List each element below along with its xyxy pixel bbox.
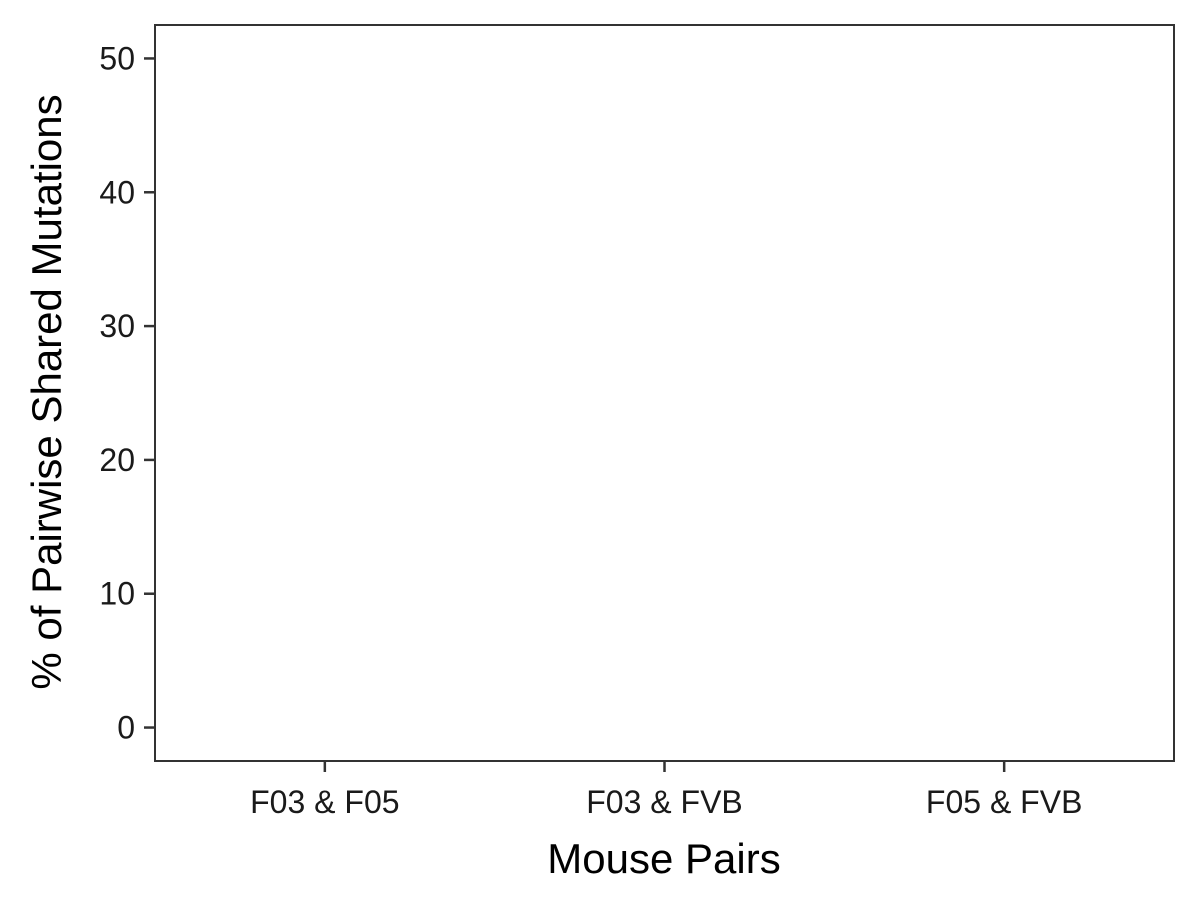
y-tick-label: 40 [99,174,135,210]
y-tick-label: 0 [117,710,135,746]
x-tick-label: F05 & FVB [926,784,1083,820]
y-tick-label: 10 [99,576,135,612]
x-tick-label: F03 & F05 [250,784,399,820]
panel-border [154,24,1175,762]
y-tick-label: 30 [99,308,135,344]
y-tick-label: 50 [99,40,135,76]
y-tick-label: 20 [99,442,135,478]
y-axis-title: % of Pairwise Shared Mutations [23,94,70,689]
x-axis: F03 & F05 F03 & FVB F05 & FVB [250,761,1082,820]
y-axis: 0 10 20 30 40 50 [99,40,155,746]
x-axis-title: Mouse Pairs [547,835,780,882]
x-tick-label: F03 & FVB [586,784,743,820]
